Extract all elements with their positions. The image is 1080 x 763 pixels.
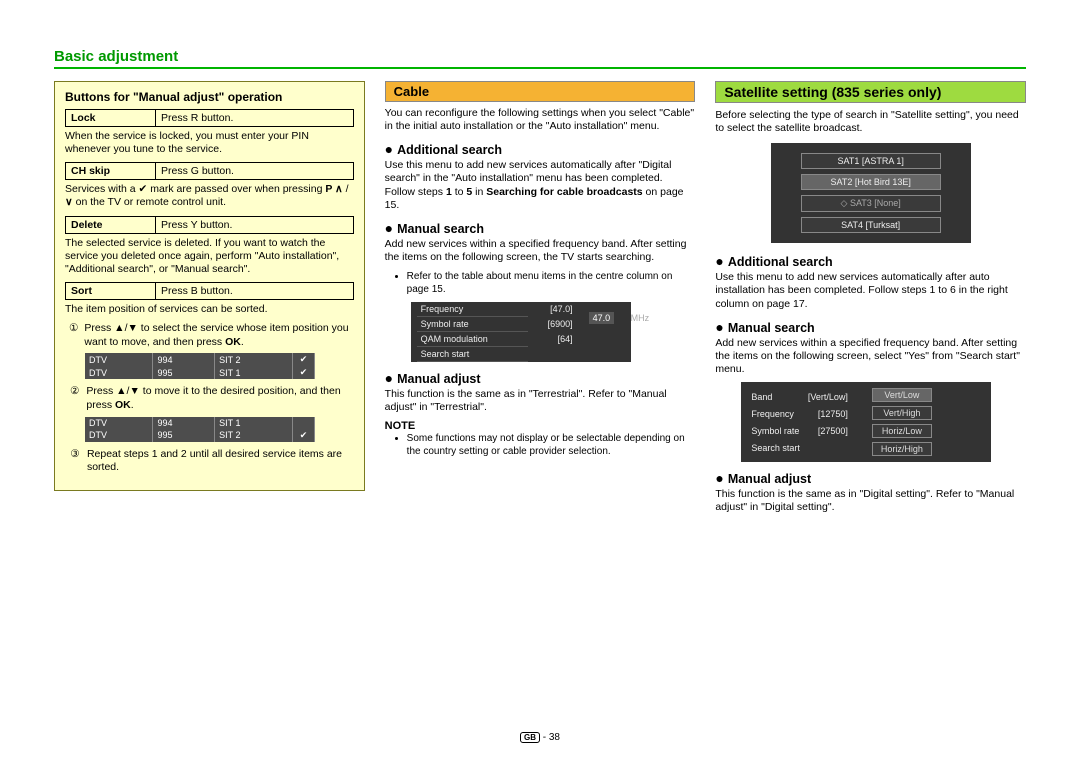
sort-steps-2: ②Press ▲/▼ to move it to the desired pos… [69, 385, 354, 412]
column-center: Cable You can reconfigure the following … [385, 81, 696, 520]
satellite-osd: SAT1 [ASTRA 1] SAT2 [Hot Bird 13E] ◇ SAT… [771, 143, 971, 243]
sat-manual-adjust-text: This function is the same as in "Digital… [715, 488, 1026, 514]
opt-vertlow: Vert/Low [872, 388, 932, 402]
opt-horizhigh: Horiz/High [872, 442, 932, 456]
section-manual-search: ●Manual search [385, 220, 696, 236]
desc-lock: When the service is locked, you must ent… [65, 130, 354, 156]
bullet-manual-search: Refer to the table about menu items in t… [407, 270, 696, 296]
freq-unit: MHz [631, 313, 650, 323]
column-right: Satellite setting (835 series only) Befo… [715, 81, 1026, 520]
satellite-header: Satellite setting (835 series only) [715, 81, 1026, 103]
cable-intro: You can reconfigure the following settin… [385, 107, 696, 133]
section-manual-adjust: ●Manual adjust [385, 370, 696, 386]
sat1-button: SAT1 [ASTRA 1] [801, 153, 941, 169]
sat4-button: SAT4 [Turksat] [801, 217, 941, 233]
manual-adjust-box: Buttons for "Manual adjust" operation Lo… [54, 81, 365, 491]
opt-verthigh: Vert/High [872, 406, 932, 420]
freq-popup: 47.0 [589, 312, 615, 324]
service-table-1: DTV994SIT 2✔ DTV995SIT 1✔ [85, 353, 315, 379]
sat-manual-search: ●Manual search [715, 319, 1026, 335]
sat2-button: SAT2 [Hot Bird 13E] [801, 174, 941, 190]
section-additional-search: ●Additional search [385, 141, 696, 157]
row-delete: Delete Press Y button. [65, 216, 354, 234]
desc-chskip: Services with a ✔ mark are passed over w… [65, 183, 354, 209]
satellite-intro: Before selecting the type of search in "… [715, 109, 1026, 135]
page-footer: GB - 38 [0, 732, 1080, 743]
sort-steps-3: ③Repeat steps 1 and 2 until all desired … [69, 448, 354, 475]
content-columns: Buttons for "Manual adjust" operation Lo… [54, 81, 1026, 520]
text-additional-search: Use this menu to add new services automa… [385, 159, 696, 212]
box-title: Buttons for "Manual adjust" operation [65, 90, 354, 104]
sat-additional-search: ●Additional search [715, 253, 1026, 269]
note-label: NOTE [385, 420, 696, 432]
desc-sort: The item position of services can be sor… [65, 303, 354, 316]
row-lock: Lock Press R button. [65, 109, 354, 127]
sat-manual-adjust: ●Manual adjust [715, 470, 1026, 486]
gb-badge: GB [520, 732, 540, 743]
service-table-2: DTV994SIT 1 DTV995SIT 2✔ [85, 417, 315, 442]
text-manual-adjust: This function is the same as in "Terrest… [385, 388, 696, 414]
opt-horizlow: Horiz/Low [872, 424, 932, 438]
cable-header: Cable [385, 81, 696, 102]
desc-delete: The selected service is deleted. If you … [65, 237, 354, 276]
sort-steps: ①Press ▲/▼ to select the service whose i… [69, 322, 354, 349]
sat3-button: ◇ SAT3 [None] [801, 195, 941, 212]
text-manual-search: Add new services within a specified freq… [385, 238, 696, 264]
sat-manual-osd: Band[Vert/Low] Frequency[12750] Symbol r… [741, 382, 991, 462]
note-list: Some functions may not display or be sel… [407, 432, 696, 458]
cable-osd: Frequency[47.0] Symbol rate[6900] QAM mo… [411, 302, 631, 362]
sat-additional-text: Use this menu to add new services automa… [715, 271, 1026, 310]
sat-manual-text: Add new services within a specified freq… [715, 337, 1026, 376]
row-sort: Sort Press B button. [65, 282, 354, 300]
column-left: Buttons for "Manual adjust" operation Lo… [54, 81, 365, 520]
page-title: Basic adjustment [54, 48, 1026, 69]
row-chskip: CH skip Press G button. [65, 162, 354, 180]
page-number: - 38 [543, 732, 560, 743]
